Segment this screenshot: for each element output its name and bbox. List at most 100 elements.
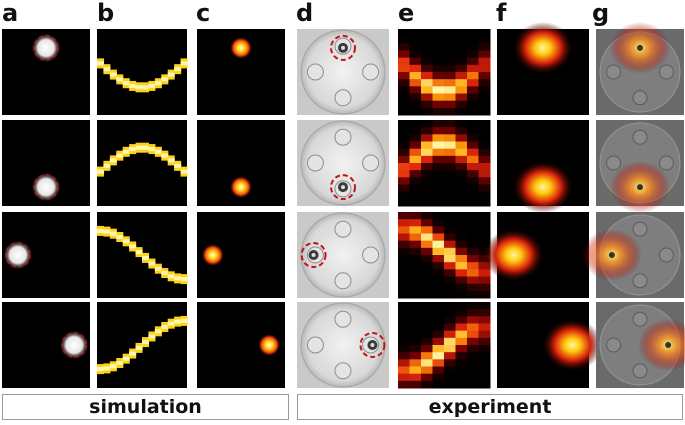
exp-sinogram-cell (467, 43, 479, 51)
exp-sinogram-cell (467, 170, 479, 178)
overlay-source-rod (637, 184, 643, 191)
exp-sinogram-cell (478, 177, 491, 185)
exp-sinogram-cell (478, 345, 491, 353)
exp-sinogram-cell (455, 352, 468, 360)
exp-sinogram-cell (478, 323, 491, 332)
phantom-source-rod-core (341, 45, 345, 50)
phantom-source-rod-core (370, 343, 375, 347)
exp-sinogram-cell (444, 337, 456, 346)
exp-sinogram-cell (444, 93, 456, 102)
exp-sinogram-cell (444, 170, 456, 178)
exp-sinogram-cell (455, 127, 468, 135)
exp-sinogram-cell (455, 276, 468, 285)
sinogram-segment-core (154, 81, 162, 86)
exp-sinogram-cell (398, 345, 410, 353)
exp-sinogram-cell (421, 373, 433, 382)
exp-sinogram-cell (398, 64, 410, 73)
exp-sinogram-cell (421, 29, 433, 37)
exp-sinogram-cell (467, 345, 479, 353)
exp-sinogram-cell (421, 233, 433, 242)
exp-sinogram-cell (409, 155, 422, 164)
exp-sinogram-cell (421, 177, 433, 185)
exp-sinogram-cell (455, 283, 468, 292)
exp-sinogram-cell (467, 323, 479, 332)
exp-sinogram-cell (467, 93, 479, 102)
exp-sinogram-cell (478, 302, 491, 310)
exp-sinogram-cell (444, 155, 456, 164)
exp-sinogram-cell (467, 359, 479, 367)
exp-sinogram-cell (478, 170, 491, 178)
phantom-hole (306, 154, 324, 172)
sinogram-segment-core (167, 274, 175, 279)
exp-sinogram-cell (409, 262, 422, 270)
exp-sinogram-cell (478, 212, 491, 220)
exp-sinogram-cell (421, 184, 433, 193)
exp-sinogram-cell (455, 247, 468, 256)
exp-sinogram-cell (409, 352, 422, 360)
sinogram-segment-core (116, 361, 124, 366)
sinogram-segment-core (97, 61, 105, 66)
panel-label-b: b (97, 0, 115, 27)
sinogram-segment-core (174, 319, 182, 324)
exp-sinogram-cell (444, 148, 456, 157)
exp-sinogram-cell (432, 373, 445, 382)
sim-source-blob (31, 32, 61, 63)
exp-sinogram-cell (444, 100, 456, 109)
sinogram-segment-core (97, 367, 105, 372)
sinogram-segment-core (129, 244, 137, 249)
exp-sinogram-cell (467, 226, 479, 234)
overlay-hole (606, 64, 622, 80)
exp-sinogram-cell (455, 120, 468, 128)
exp-sinogram-cell (467, 100, 479, 109)
exp-sinogram-cell (398, 323, 410, 332)
exp-sinogram-cell (444, 57, 456, 66)
exp-sinogram-cell (467, 177, 479, 185)
exp-sinogram-cell (398, 148, 410, 157)
exp-sinogram-cell (409, 276, 422, 285)
exp-sinogram-cell (432, 134, 445, 142)
exp-sinogram-cell (432, 50, 445, 59)
sinogram-segment-core (103, 366, 111, 371)
exp-sinogram-cell (444, 255, 456, 263)
exp-sinogram-cell (421, 352, 433, 360)
exp-sinogram-cell (421, 359, 433, 367)
source-marker-circle (61, 332, 87, 358)
exp-sinogram-cell (467, 316, 479, 324)
exp-sinogram-cell (398, 352, 410, 360)
exp-sinogram-cell (398, 233, 410, 242)
exp-sinogram-cell (478, 290, 491, 299)
exp-sinogram-cell (478, 184, 491, 193)
exp-sinogram-cell (421, 107, 433, 116)
exp-sinogram-cell (432, 366, 445, 375)
exp-sinogram-cell (421, 72, 433, 80)
exp-sinogram-cell (398, 283, 410, 292)
panel-label-c: c (196, 0, 211, 27)
exp-sinogram-cell (478, 107, 491, 116)
panel-label-a: a (2, 0, 19, 27)
sinogram-segment-core (103, 229, 111, 234)
exp-sinogram-cell (478, 43, 491, 51)
sinogram-segment-core (148, 147, 156, 152)
exp-sinogram-cell (421, 50, 433, 59)
exp-sinogram-cell (467, 86, 479, 94)
exp-sinogram-cell (455, 57, 468, 66)
sinogram-segment-core (174, 276, 182, 281)
exp-recon-blob (513, 21, 573, 74)
exp-sinogram-cell (421, 93, 433, 102)
exp-sinogram-cell (409, 247, 422, 256)
exp-sinogram-cell (398, 359, 410, 367)
exp-sinogram-cell (398, 247, 410, 256)
exp-sinogram-cell (478, 219, 491, 227)
exp-sinogram-cell (398, 107, 410, 116)
sinogram-segment-core (142, 145, 150, 150)
exp-sinogram-cell (432, 316, 445, 324)
exp-sinogram-cell (432, 100, 445, 109)
exp-sinogram-cell (398, 309, 410, 317)
exp-sinogram-cell (455, 148, 468, 157)
sinogram-segment-core (122, 149, 130, 154)
exp-sinogram-cell (444, 177, 456, 185)
overlay-hole (632, 273, 648, 289)
exp-sinogram-cell (409, 330, 422, 339)
exp-sinogram-cell (421, 276, 433, 285)
exp-sinogram-cell (444, 134, 456, 142)
